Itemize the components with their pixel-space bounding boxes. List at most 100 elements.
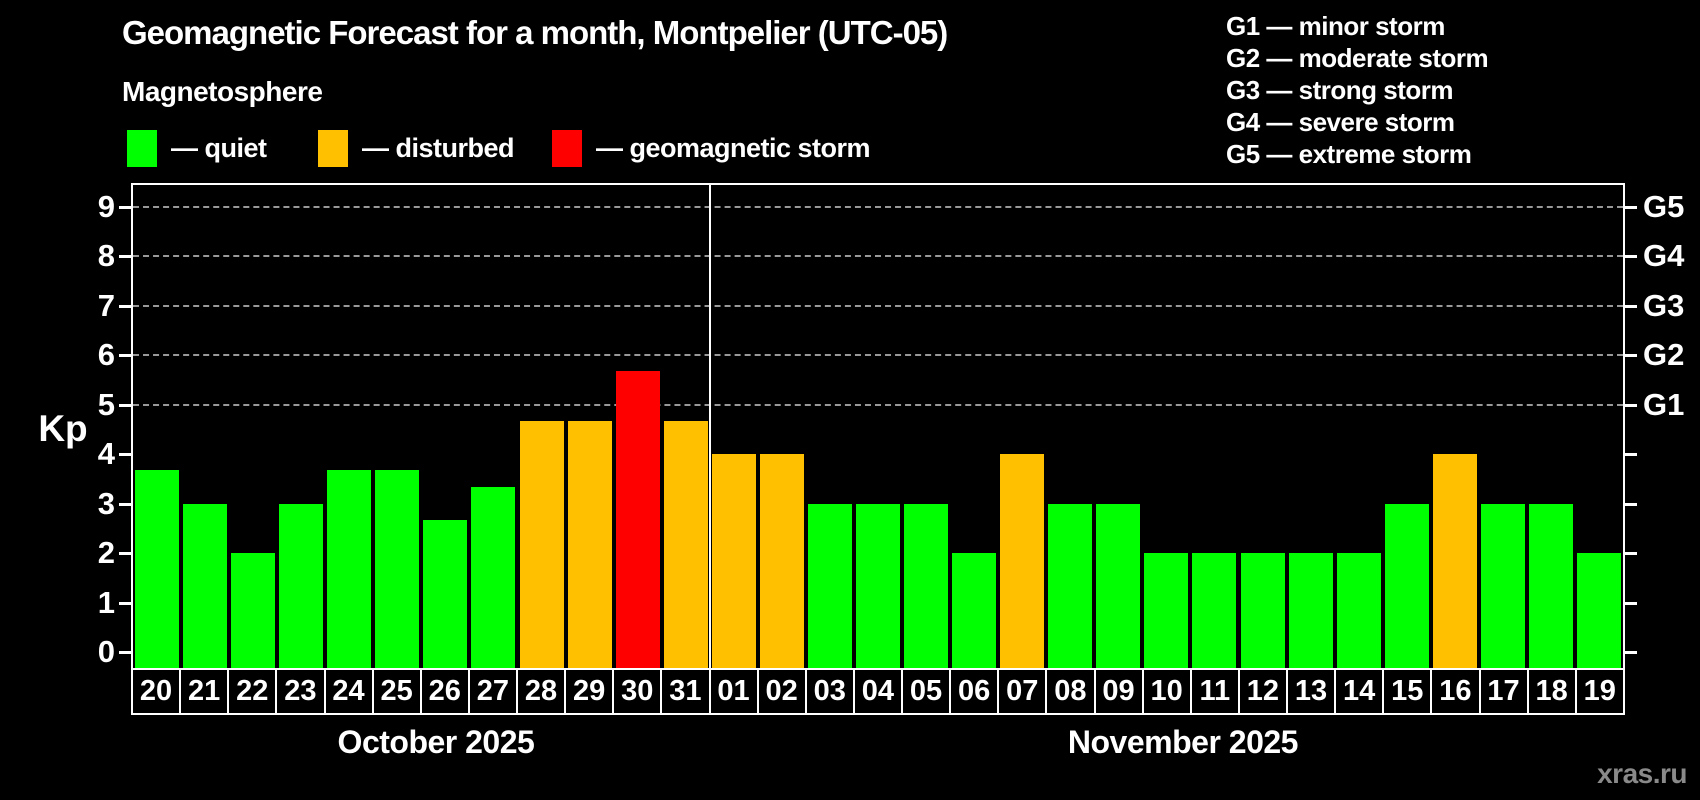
kp-bar (759, 454, 804, 668)
y-tick-label: 8 (97, 238, 115, 273)
kp-bar (327, 470, 372, 668)
quiet-color-swatch (127, 129, 157, 167)
day-cell: 23 (275, 668, 326, 715)
legend-item-disturbed: — disturbed (318, 128, 515, 168)
right-tick (1625, 552, 1637, 555)
g-scale-tick-label: G4 (1643, 238, 1685, 273)
right-tick (1625, 651, 1637, 654)
kp-bar (615, 371, 660, 668)
kp-bar (183, 503, 228, 668)
day-cell: 07 (997, 668, 1048, 715)
left-tick (119, 403, 131, 407)
disturbed-color-swatch (318, 129, 348, 167)
left-tick (119, 502, 131, 506)
day-cell: 01 (708, 668, 759, 715)
storm-color-swatch (552, 129, 582, 167)
g-legend-line: G3 — strong storm (1226, 75, 1453, 105)
kp-bar (1096, 503, 1141, 668)
left-tick (119, 453, 131, 456)
g-scale-legend: G1 — minor storm G2 — moderate storm G3 — … (1226, 10, 1489, 170)
kp-bar (519, 420, 564, 668)
disturbed-label: — disturbed (362, 132, 515, 163)
kp-bar (1432, 454, 1477, 668)
day-cell: 02 (756, 668, 807, 715)
day-cell: 28 (516, 668, 567, 715)
y-tick-label: 2 (97, 535, 115, 570)
kp-bar (1000, 454, 1045, 668)
right-tick (1625, 255, 1637, 258)
kp-bar (1384, 503, 1429, 668)
day-cell: 21 (179, 668, 230, 715)
day-cell: 20 (131, 668, 182, 715)
day-cell: 10 (1141, 668, 1192, 715)
kp-bar (1240, 553, 1285, 668)
right-tick (1625, 403, 1637, 407)
day-cell: 09 (1093, 668, 1144, 715)
right-tick (1625, 304, 1637, 308)
g-scale-tick-label: G3 (1643, 287, 1685, 323)
left-tick (119, 651, 131, 654)
kp-bar (711, 454, 756, 668)
day-cell: 19 (1574, 668, 1625, 715)
day-cell: 06 (949, 668, 1000, 715)
day-cell: 08 (1045, 668, 1096, 715)
kp-bar (1336, 553, 1381, 668)
kp-bar (807, 503, 852, 668)
month-labels-row: October 2025 November 2025 (131, 724, 1625, 761)
y-tick-label: 5 (97, 386, 115, 422)
day-cell: 31 (660, 668, 711, 715)
day-cell: 11 (1189, 668, 1240, 715)
left-tick (119, 601, 131, 605)
day-cell: 17 (1478, 668, 1529, 715)
y-tick-label: 0 (97, 634, 115, 669)
y-tick-label: 9 (97, 188, 115, 224)
plot-area: 0 1 2 3 4 5 6 7 8 9 G1 G2 G3 G4 G5 (98, 183, 1684, 669)
kp-bar (1192, 553, 1237, 668)
kp-bar (375, 470, 420, 668)
kp-bar (279, 503, 324, 668)
day-cell: 25 (371, 668, 422, 715)
legend-item-quiet: — quiet (127, 128, 267, 168)
g-legend-line: G5 — extreme storm (1226, 139, 1472, 169)
g-scale-tick-label: G1 (1643, 386, 1685, 422)
left-tick (119, 354, 131, 357)
y-axis-title: Kp (38, 408, 88, 449)
y-tick-label: 1 (97, 584, 115, 620)
kp-bar (1048, 503, 1093, 668)
month-separator-line (708, 185, 711, 668)
g-legend-line: G2 — moderate storm (1226, 43, 1489, 73)
day-cell: 24 (323, 668, 374, 715)
g-scale-tick-label: G5 (1643, 188, 1685, 224)
kp-bar (1288, 553, 1333, 668)
kp-bar (567, 420, 612, 668)
kp-bar (904, 503, 949, 668)
kp-bar (952, 553, 997, 668)
page-title: Geomagnetic Forecast for a month, Montpe… (122, 14, 948, 51)
right-tick (1625, 354, 1637, 357)
kp-bar (135, 470, 180, 668)
day-cell: 05 (901, 668, 952, 715)
grid-line-kp6 (133, 354, 1623, 356)
left-tick (119, 205, 131, 209)
magnetosphere-label: Magnetosphere (122, 76, 323, 107)
day-cell: 26 (419, 668, 470, 715)
g-scale-tick-label: G2 (1643, 337, 1685, 372)
day-cell: 14 (1334, 668, 1385, 715)
kp-bar (423, 519, 468, 668)
day-cell: 27 (467, 668, 518, 715)
right-tick (1625, 601, 1637, 605)
month-label: October 2025 (337, 724, 535, 760)
y-tick-label: 3 (97, 485, 115, 521)
grid-line-kp8 (133, 255, 1623, 257)
right-tick (1625, 453, 1637, 456)
month-label: November 2025 (1067, 724, 1299, 760)
watermark: xras.ru (1597, 758, 1687, 789)
kp-bar (1576, 553, 1621, 668)
day-cell: 12 (1237, 668, 1288, 715)
kp-bar (663, 420, 708, 668)
day-axis-row: 20 21 22 23 24 25 26 27 28 29 30 31 01 02 03 04 05 06 07 08… (131, 668, 1625, 715)
day-cell: 16 (1430, 668, 1481, 715)
grid-line-kp7 (133, 304, 1623, 307)
legend-item-storm: — geomagnetic storm (552, 128, 871, 168)
